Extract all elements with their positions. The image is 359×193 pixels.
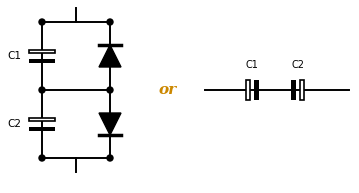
Bar	[29, 59, 55, 63]
Circle shape	[107, 155, 113, 161]
Circle shape	[39, 19, 45, 25]
Text: or: or	[159, 83, 177, 97]
Text: C1: C1	[7, 51, 21, 61]
Bar	[254, 80, 259, 100]
Circle shape	[39, 87, 45, 93]
Circle shape	[107, 87, 113, 93]
Bar	[291, 80, 296, 100]
Polygon shape	[99, 45, 121, 67]
Bar	[29, 118, 55, 121]
Circle shape	[107, 19, 113, 25]
Circle shape	[39, 155, 45, 161]
Text: C2: C2	[7, 119, 21, 129]
Bar	[29, 127, 55, 131]
Bar	[300, 80, 304, 100]
Bar	[29, 50, 55, 53]
Text: C1: C1	[246, 60, 258, 70]
Polygon shape	[99, 113, 121, 135]
Text: C2: C2	[292, 60, 304, 70]
Bar	[246, 80, 250, 100]
